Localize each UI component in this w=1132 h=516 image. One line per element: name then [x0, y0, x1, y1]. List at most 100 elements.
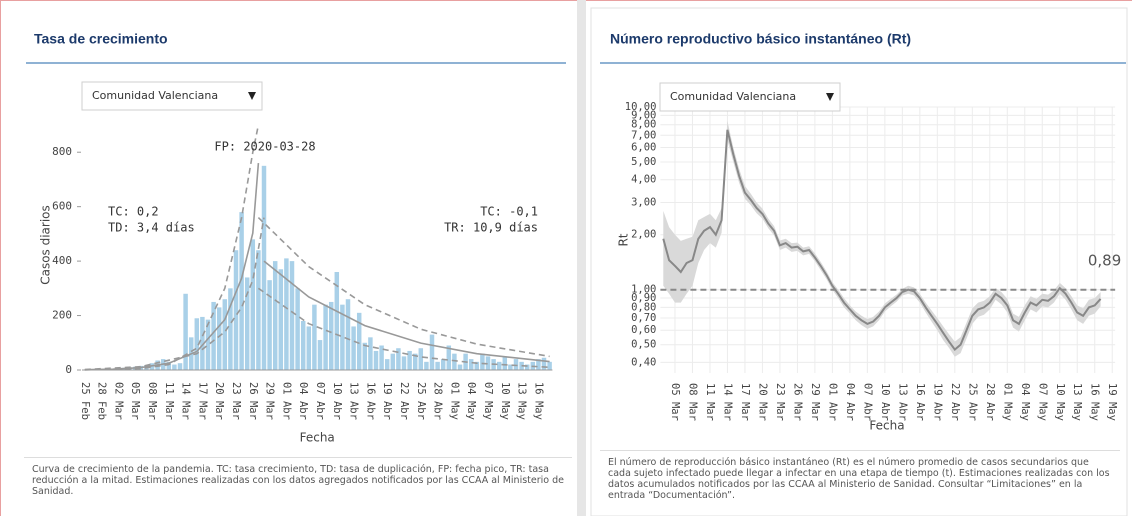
y-axis-title: Casos diarios — [39, 205, 53, 285]
x-tick-label: 07 May — [1036, 383, 1048, 421]
y-tick-label: 0 — [65, 363, 72, 376]
fit-curve — [84, 124, 260, 371]
x-tick-label: 16 Abr — [914, 383, 926, 421]
bar — [513, 359, 519, 370]
x-tick-label: 29 Mar — [809, 383, 821, 421]
x-tick-label: 10 May — [499, 382, 511, 420]
x-tick-label: 28 Abr — [984, 383, 996, 421]
x-tick-label: 05 Mar — [669, 383, 681, 421]
x-tick-label: 04 Abr — [297, 382, 309, 420]
bar — [541, 357, 547, 370]
bar — [300, 321, 306, 370]
x-tick-label: 13 May — [1071, 383, 1083, 421]
annotation: TR: 10,9 días — [444, 221, 538, 235]
y-tick-label: 800 — [52, 145, 72, 158]
x-tick-label: 01 May — [448, 382, 460, 420]
bar — [166, 361, 172, 370]
x-tick-label: 25 Feb — [79, 382, 91, 420]
y-tick-label: 0,90 — [631, 292, 656, 304]
value-label: 0,89 — [1088, 251, 1121, 269]
bar — [323, 304, 328, 370]
bar — [261, 165, 267, 370]
bar — [412, 353, 418, 370]
dropdown[interactable] — [81, 81, 263, 111]
bar — [340, 304, 345, 370]
bar — [345, 299, 351, 370]
bar — [289, 261, 295, 370]
bar — [205, 319, 211, 370]
x-tick-label: 25 Abr — [415, 382, 427, 420]
bar — [183, 293, 188, 370]
x-tick-label: 26 Mar — [247, 382, 259, 420]
x-tick-label: 16 May — [1089, 383, 1101, 421]
x-tick-label: 02 Mar — [112, 382, 124, 420]
bar — [239, 212, 244, 370]
x-tick-label: 13 Abr — [348, 382, 360, 420]
x-tick-label: 22 Abr — [949, 383, 961, 421]
x-tick-label: 01 Abr — [280, 382, 292, 420]
bar — [407, 350, 412, 370]
bar — [474, 361, 480, 370]
x-tick-label: 19 May — [1106, 383, 1118, 421]
x-tick-label: 07 Abr — [314, 382, 326, 420]
bar — [228, 288, 233, 370]
bar — [295, 288, 300, 370]
bar — [424, 361, 429, 370]
dropdown[interactable] — [659, 82, 841, 112]
y-tick-label: 3,00 — [631, 197, 656, 209]
x-tick-label: 19 Abr — [931, 383, 943, 421]
x-tick-label: 04 May — [465, 382, 477, 420]
x-tick-label: 10 Abr — [879, 383, 891, 421]
bar — [536, 359, 541, 370]
x-tick-label: 16 Abr — [364, 382, 376, 420]
bar — [547, 361, 552, 370]
y-tick-label: 10,00 — [625, 101, 657, 113]
x-tick-label: 14 Mar — [180, 382, 192, 420]
panel-title: Número reproductivo básico instantáneo (… — [610, 31, 911, 47]
bar — [368, 337, 373, 370]
x-tick-label: 17 Mar — [196, 382, 208, 420]
y-tick-label: 0,50 — [631, 339, 656, 351]
bar — [373, 350, 379, 370]
y-axis-title: Rt — [617, 233, 631, 246]
bar — [468, 359, 474, 370]
bar — [356, 312, 362, 370]
bar — [172, 364, 177, 370]
bar — [278, 269, 284, 370]
x-tick-label: 08 Mar — [686, 383, 698, 421]
bar — [435, 361, 440, 370]
bar — [384, 359, 390, 370]
bar — [244, 277, 250, 370]
bar — [267, 280, 272, 370]
x-tick-label: 22 Abr — [398, 382, 410, 420]
bar — [446, 345, 452, 370]
annotation: TD: 3,4 días — [108, 221, 195, 235]
x-tick-label: 07 May — [482, 382, 494, 420]
dropdown-value: Comunidad Valenciana — [670, 90, 796, 103]
bar — [233, 250, 239, 370]
x-tick-label: 04 Abr — [844, 383, 856, 421]
y-tick-label: 8,00 — [631, 119, 656, 131]
x-tick-label: 20 Mar — [756, 383, 768, 421]
left-border — [0, 0, 1, 516]
x-tick-label: 13 Abr — [896, 383, 908, 421]
note: El número de reproducción básico instant… — [600, 450, 1120, 507]
bar — [312, 304, 317, 370]
y-tick-label: 0,60 — [631, 324, 656, 336]
bar — [200, 316, 205, 370]
bar — [250, 239, 256, 370]
x-tick-label: 25 Abr — [966, 383, 978, 421]
y-tick-label: 2,00 — [631, 229, 656, 241]
bar — [502, 356, 508, 370]
bar — [418, 348, 424, 370]
y-tick-label: 6,00 — [631, 142, 656, 154]
y-tick-label: 9,00 — [631, 109, 656, 121]
x-tick-label: 16 May — [532, 382, 544, 420]
y-tick-label: 0,80 — [631, 301, 656, 313]
bar — [524, 364, 530, 370]
x-tick-label: 04 May — [1019, 383, 1031, 421]
bar — [496, 361, 502, 370]
x-tick-label: 20 Mar — [213, 382, 225, 420]
x-tick-label: 26 Mar — [791, 383, 803, 421]
